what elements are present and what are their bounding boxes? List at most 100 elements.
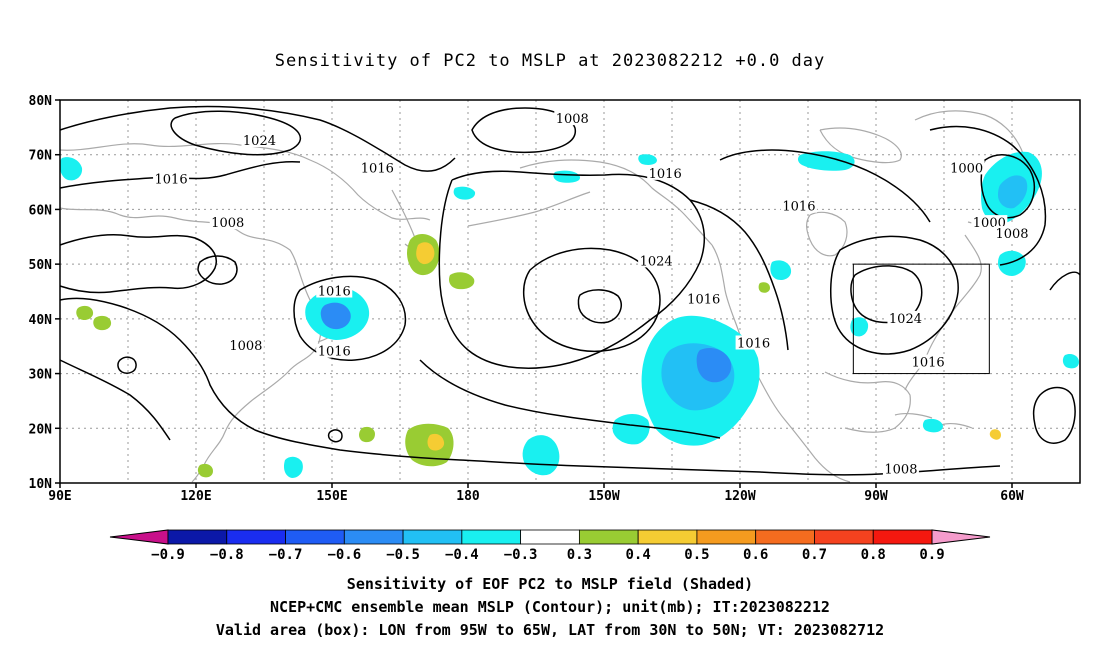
shade-pos-small-4 (197, 463, 213, 478)
lat-tick-label: 40N (29, 313, 53, 328)
caption-line-1: Sensitivity of EOF PC2 to MSLP field (Sh… (346, 575, 754, 593)
contour-label: 1024 (243, 134, 276, 149)
shade-pos-small-6 (758, 282, 770, 293)
colorbar-swatch (755, 529, 815, 545)
contour-label-bg (887, 310, 924, 325)
colorbar-swatch (814, 529, 874, 545)
contour-1016-siberia (59, 105, 456, 172)
sensitivity-shading (59, 151, 1079, 478)
colorbar-label: −0.6 (327, 547, 361, 563)
colorbar-swatch (226, 529, 286, 545)
colorbar-label: −0.7 (269, 547, 303, 563)
contour-label-bg (971, 215, 1008, 230)
colorbar-swatch (167, 529, 228, 545)
contour-label-bg (882, 461, 919, 476)
colorbar-label: 0.4 (626, 547, 651, 563)
contour-1016-na-west (689, 199, 789, 351)
lat-tick-label: 70N (29, 149, 53, 164)
shade-pos-small-1 (359, 426, 375, 443)
lat-tick-label: 30N (29, 368, 53, 383)
contour-1008-south (59, 297, 581, 467)
colorbar-label: −0.8 (210, 547, 244, 563)
colorbar-swatch (343, 529, 404, 545)
contour-label: 1016 (912, 356, 945, 371)
colorbar-swatch (520, 529, 580, 545)
coastline-caribbean (894, 412, 973, 429)
lat-tick-label: 60N (29, 203, 53, 218)
lat-tick-label: 80N (29, 94, 53, 109)
coastline-gulf (824, 371, 911, 433)
colorbar-label: 0.9 (919, 547, 944, 563)
contour-label-bg (948, 160, 985, 175)
shade-pos-tropical-west-core (427, 433, 445, 451)
shade-pos-north-pacific (448, 272, 475, 290)
colorbar-label: −0.9 (151, 547, 185, 563)
contour-low-small (327, 429, 343, 443)
shade-pos-small-2 (76, 305, 94, 321)
contour-1016-japan-low (293, 275, 407, 361)
lon-tick-label: 120W (724, 489, 755, 504)
coastline-aleutians (467, 191, 591, 227)
caption-line-2: NCEP+CMC ensemble mean MSLP (Contour); u… (270, 598, 830, 616)
coastlines (59, 110, 1027, 483)
contour-1000-atlantic (980, 154, 1036, 219)
colorbar-swatch (872, 529, 933, 545)
contour-label-bg (638, 253, 675, 268)
contour-label-bg (209, 215, 246, 230)
contour-label: 1008 (995, 227, 1028, 242)
shade-neg-atlantic (1062, 353, 1079, 369)
contour-label-bg (227, 338, 264, 353)
contour-label-bg (241, 133, 278, 148)
colorbar-swatch (578, 529, 639, 545)
contour-1016-tropical-pacific (419, 359, 721, 439)
lon-tick-label: 150E (316, 489, 347, 504)
contour-label-bg (647, 165, 684, 180)
contour-1008-atlantic (929, 125, 1047, 266)
contour-label: 1008 (211, 216, 244, 231)
contour-label-bg (994, 226, 1030, 241)
contour-label-bg (554, 111, 591, 126)
contour-east-high (1032, 271, 1081, 444)
shade-neg-greenland-core (998, 175, 1028, 209)
shade-neg-canada-east (998, 250, 1026, 276)
contour-label: 1016 (687, 293, 720, 308)
contour-label: 1016 (737, 336, 770, 351)
contour-label: 1016 (361, 161, 394, 176)
shade-pos-kamchatka-core (416, 242, 435, 265)
shade-neg-mexico (770, 260, 792, 280)
colorbar-label: 0.5 (684, 547, 709, 563)
shade-neg-hudson-north (797, 151, 855, 171)
contour-label: 1024 (640, 254, 673, 269)
contour-label: 1016 (318, 285, 351, 300)
lon-tick-label: 90E (48, 489, 71, 504)
colorbar-label: 0.6 (743, 547, 768, 563)
lat-tick-label: 20N (29, 422, 53, 437)
colorbar-swatch (402, 529, 463, 545)
contour-1016-pacific-high (438, 170, 706, 369)
lon-tick-label: 60W (1000, 489, 1024, 504)
coastline-asia (59, 207, 322, 483)
colorbar-label: 0.7 (802, 547, 827, 563)
colorbar-low-end (109, 529, 169, 545)
contour-label: 1000 (950, 161, 983, 176)
contour-label-bg (153, 171, 190, 186)
contour-1024-siberia (170, 110, 302, 156)
contour-1008-arctic (471, 107, 576, 154)
contour-1016-west (59, 359, 171, 441)
contour-label: 1008 (884, 462, 917, 477)
contour-label: 1016 (782, 200, 815, 215)
colorbar-label: −0.3 (504, 547, 538, 563)
shade-neg-japan-core (320, 302, 351, 330)
shade-neg-box (850, 317, 869, 337)
contour-label-bg (780, 198, 817, 213)
contour-1032-core (577, 289, 622, 324)
shade-neg-pacific-1 (453, 186, 476, 200)
coastline-na-west (711, 244, 851, 483)
mslp-contours (59, 105, 1081, 476)
coastline-asia-north (59, 142, 431, 221)
contour-label-bg (316, 343, 353, 358)
colorbar-swatch (637, 529, 698, 545)
